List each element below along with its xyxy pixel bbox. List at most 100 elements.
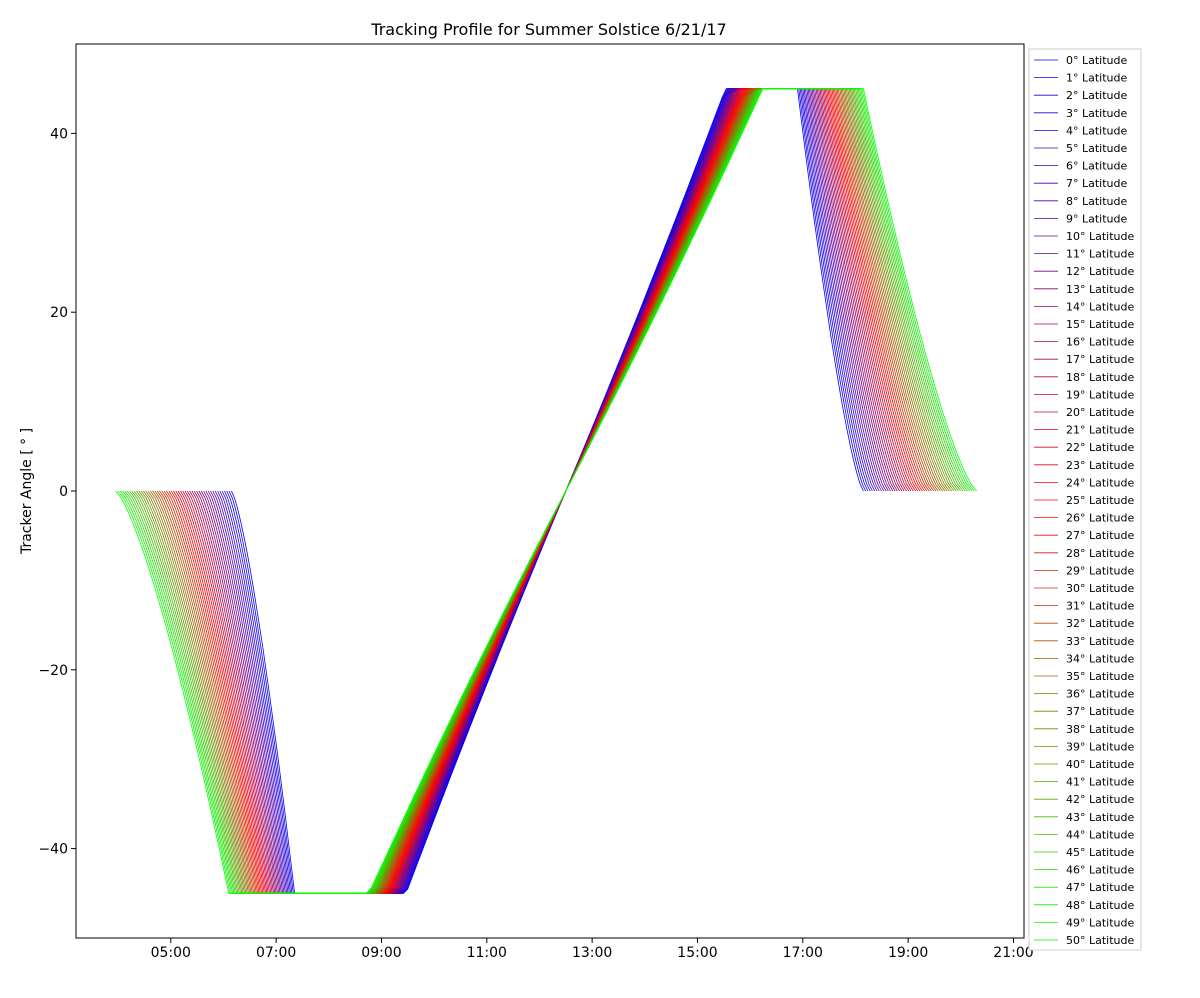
legend: 0° Latitude 1° Latitude 2° Latitude 3° Lati… (1028, 48, 1142, 951)
series-line-lat-6 (217, 88, 878, 894)
x-tick-label: 05:00 (151, 945, 191, 961)
series-line-lat-8 (212, 88, 882, 894)
legend-label-lat-37: 37° Latitude (1066, 705, 1134, 718)
series-line-lat-3 (224, 88, 871, 894)
y-axis: −40 −20 0 20 40 (38, 126, 76, 858)
series-line-lat-14 (198, 88, 896, 894)
legend-label-lat-46: 46° Latitude (1066, 864, 1134, 877)
x-tick-label: 19:00 (888, 945, 928, 961)
series-line-lat-50 (115, 88, 977, 894)
legend-label-lat-2: 2° Latitude (1066, 89, 1128, 102)
legend-label-lat-12: 12° Latitude (1066, 265, 1134, 278)
series-line-lat-1 (228, 88, 866, 894)
legend-label-lat-36: 36° Latitude (1066, 688, 1134, 701)
legend-label-lat-30: 30° Latitude (1066, 582, 1134, 595)
series-line-lat-25 (173, 88, 921, 894)
legend-label-lat-34: 34° Latitude (1066, 652, 1134, 665)
series-line-lat-27 (168, 88, 925, 894)
series-line-lat-26 (170, 88, 923, 894)
x-tick-label: 11:00 (467, 945, 507, 961)
legend-label-lat-11: 11° Latitude (1066, 248, 1134, 261)
legend-label-lat-38: 38° Latitude (1066, 723, 1134, 736)
legend-label-lat-4: 4° Latitude (1066, 124, 1128, 137)
series-line-lat-47 (122, 88, 971, 894)
legend-label-lat-33: 33° Latitude (1066, 635, 1134, 648)
y-tick-label: −20 (38, 663, 68, 679)
legend-label-lat-1: 1° Latitude (1066, 72, 1128, 85)
legend-label-lat-24: 24° Latitude (1066, 476, 1134, 489)
series-line-lat-21 (182, 88, 912, 894)
series-line-lat-0 (231, 88, 864, 894)
x-tick-label: 15:00 (677, 945, 717, 961)
legend-label-lat-6: 6° Latitude (1066, 160, 1128, 173)
series-line-lat-15 (196, 88, 898, 894)
series-line-lat-5 (219, 88, 876, 894)
legend-label-lat-48: 48° Latitude (1066, 899, 1134, 912)
x-tick-label: 17:00 (783, 945, 823, 961)
series-line-lat-24 (175, 88, 919, 894)
series-line-lat-13 (200, 88, 894, 894)
legend-label-lat-20: 20° Latitude (1066, 406, 1134, 419)
legend-label-lat-47: 47° Latitude (1066, 881, 1134, 894)
legend-label-lat-40: 40° Latitude (1066, 758, 1134, 771)
series-line-lat-4 (221, 88, 873, 894)
x-tick-label: 07:00 (256, 945, 296, 961)
legend-items: 0° Latitude 1° Latitude 2° Latitude 3° Lati… (1034, 54, 1134, 947)
legend-label-lat-18: 18° Latitude (1066, 371, 1134, 384)
y-tick-label: 0 (59, 484, 68, 500)
legend-label-lat-32: 32° Latitude (1066, 617, 1134, 630)
legend-label-lat-19: 19° Latitude (1066, 388, 1134, 401)
legend-label-lat-35: 35° Latitude (1066, 670, 1134, 683)
legend-label-lat-15: 15° Latitude (1066, 318, 1134, 331)
legend-label-lat-41: 41° Latitude (1066, 776, 1134, 789)
series-line-lat-43 (131, 88, 962, 894)
x-axis: 05:00 07:00 09:00 11:00 13:00 15:00 17:00 19:00… (151, 938, 1034, 961)
legend-label-lat-8: 8° Latitude (1066, 195, 1128, 208)
series-line-lat-12 (203, 88, 891, 894)
legend-label-lat-13: 13° Latitude (1066, 283, 1134, 296)
series-layer (115, 88, 977, 894)
series-line-lat-18 (189, 88, 905, 894)
legend-label-lat-45: 45° Latitude (1066, 846, 1134, 859)
series-line-lat-11 (205, 88, 889, 894)
legend-label-lat-10: 10° Latitude (1066, 230, 1134, 243)
legend-label-lat-29: 29° Latitude (1066, 564, 1134, 577)
series-line-lat-9 (210, 88, 885, 894)
x-tick-label: 21:00 (993, 945, 1033, 961)
legend-box (1028, 48, 1142, 951)
legend-label-lat-25: 25° Latitude (1066, 494, 1134, 507)
legend-label-lat-39: 39° Latitude (1066, 740, 1134, 753)
series-line-lat-19 (186, 88, 907, 894)
legend-label-lat-44: 44° Latitude (1066, 828, 1134, 841)
legend-label-lat-9: 9° Latitude (1066, 212, 1128, 225)
legend-label-lat-50: 50° Latitude (1066, 934, 1134, 947)
series-line-lat-23 (177, 88, 916, 894)
series-line-lat-22 (180, 88, 914, 894)
legend-label-lat-28: 28° Latitude (1066, 547, 1134, 560)
x-tick-label: 09:00 (361, 945, 401, 961)
series-line-lat-17 (191, 88, 903, 894)
legend-label-lat-16: 16° Latitude (1066, 336, 1134, 349)
x-tick-label: 13:00 (572, 945, 612, 961)
legend-label-lat-0: 0° Latitude (1066, 54, 1128, 67)
series-line-lat-20 (184, 88, 910, 894)
series-line-lat-49 (117, 88, 975, 894)
series-line-lat-46 (124, 88, 968, 894)
series-line-lat-44 (129, 88, 964, 894)
legend-label-lat-5: 5° Latitude (1066, 142, 1128, 155)
y-tick-label: 40 (50, 126, 68, 142)
series-line-lat-16 (193, 88, 900, 894)
y-tick-label: 20 (50, 305, 68, 321)
legend-label-lat-22: 22° Latitude (1066, 441, 1134, 454)
legend-label-lat-31: 31° Latitude (1066, 600, 1134, 613)
chart-title: Tracking Profile for Summer Solstice 6/2… (370, 20, 726, 39)
legend-label-lat-42: 42° Latitude (1066, 793, 1134, 806)
y-tick-label: −40 (38, 842, 68, 858)
series-line-lat-48 (119, 88, 973, 894)
legend-label-lat-27: 27° Latitude (1066, 529, 1134, 542)
legend-label-lat-3: 3° Latitude (1066, 107, 1128, 120)
y-axis-label: Tracker Angle [ ° ] (19, 428, 35, 555)
legend-label-lat-43: 43° Latitude (1066, 811, 1134, 824)
legend-label-lat-7: 7° Latitude (1066, 177, 1128, 190)
